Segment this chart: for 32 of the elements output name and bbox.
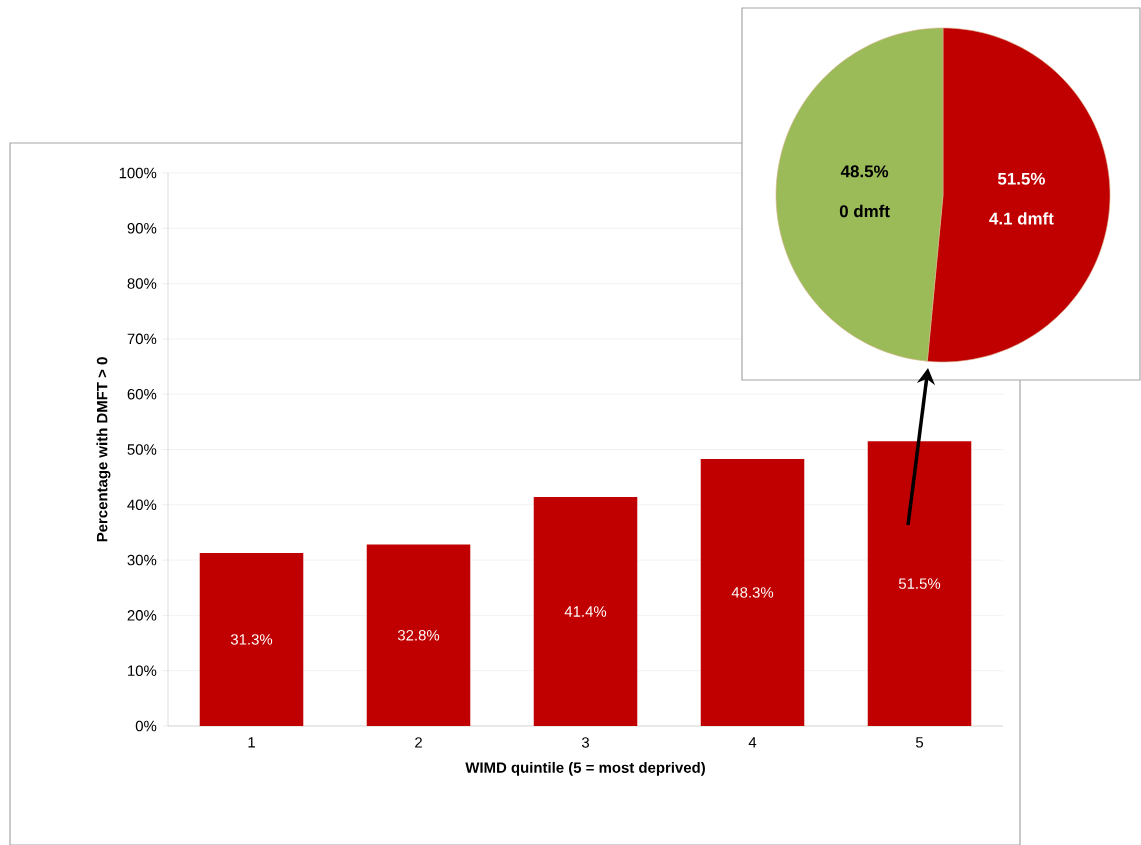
bar	[700, 458, 805, 726]
x-tick-label: 2	[415, 737, 422, 748]
x-tick-label: 4	[748, 737, 757, 748]
data-label: 41.4%	[564, 606, 607, 617]
x-tick-label: 3	[581, 737, 590, 748]
y-tick-label: 10%	[128, 665, 157, 676]
y-tick-label: 100%	[119, 167, 157, 179]
bar	[533, 497, 638, 726]
y-tick-label: 80%	[127, 278, 157, 289]
x-tick-label: 5	[915, 737, 924, 748]
data-label: 31.3%	[230, 634, 273, 645]
y-axis-title: Percentage with DMFT > 0	[96, 357, 111, 542]
y-tick-label: 70%	[127, 333, 157, 345]
y-tick-label: 50%	[127, 444, 157, 455]
x-axis-title: WIMD quintile (5 = most deprived)	[465, 761, 705, 776]
data-label: 32.8%	[397, 630, 440, 641]
bar	[366, 544, 471, 726]
data-label: 48.3%	[731, 587, 774, 598]
y-tick-label: 40%	[127, 499, 157, 511]
x-tick-label: 1	[248, 737, 255, 748]
y-tick-label: 60%	[127, 388, 157, 400]
data-label: 51.5%	[898, 578, 941, 589]
y-tick-label: 20%	[127, 610, 157, 621]
bar	[867, 441, 972, 726]
y-tick-label: 0%	[135, 720, 157, 732]
y-tick-label: 90%	[127, 222, 157, 234]
data-label: 51.5%	[997, 172, 1045, 185]
data-label: 48.5%	[840, 165, 889, 178]
bar	[199, 552, 304, 726]
slice-label: 4.1 dmft	[989, 212, 1054, 225]
y-tick-label: 30%	[127, 554, 157, 566]
slice-label: 0 dmft	[839, 204, 890, 218]
